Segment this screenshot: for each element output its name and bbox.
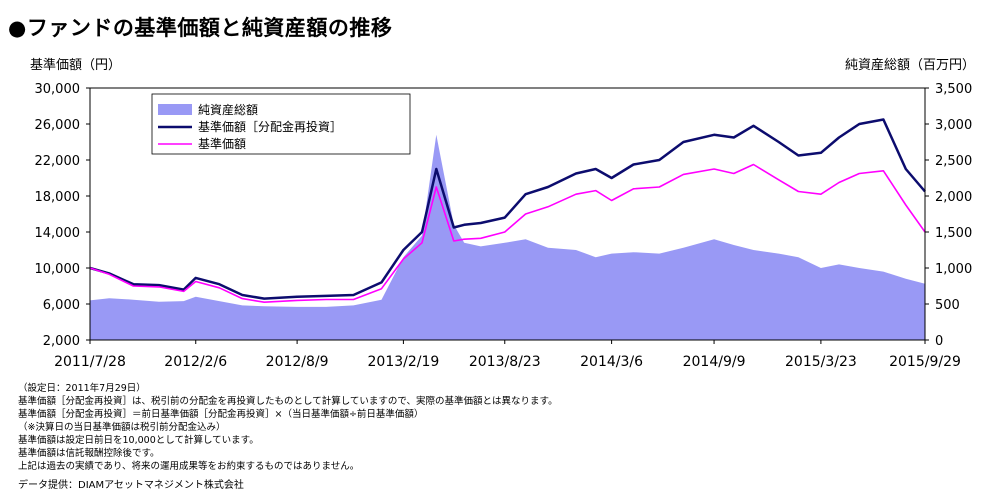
left-axis-unit: 基準価額（円）	[30, 58, 122, 73]
left-tick-label: 26,000	[35, 118, 81, 133]
legend-box	[151, 93, 411, 155]
nav-line	[89, 163, 926, 303]
fund-chart: 30,000 26,000 22,000 18,000 14,000 10,000 6,00…	[35, 82, 973, 370]
note-line: 上記は過去の実績であり、将来の運用成果等をお約束するものではありません。	[18, 461, 360, 472]
right-tick-label: 2,000	[935, 190, 972, 205]
x-tick-label: 2013/8/23	[469, 354, 541, 370]
right-tick-label: 2,500	[935, 154, 972, 169]
right-tick-label: 3,500	[935, 82, 972, 97]
net-assets-area-layer	[90, 134, 925, 340]
legend-label: 純資産総額	[198, 102, 258, 117]
net-assets-area	[90, 134, 925, 340]
notes: （設定日：2011年7月29日） 基準価額［分配金再投資］は、税引前の分配金を再…	[18, 382, 558, 473]
nav-lines-layer	[89, 118, 926, 303]
right-tick-label: 500	[935, 298, 960, 313]
right-tick-label: 0	[935, 334, 943, 349]
note-line: （設定日：2011年7月29日）	[18, 383, 146, 394]
note-line: 基準価額は設定日前日を10,000として計算しています。	[18, 435, 259, 446]
note-line: 基準価額［分配金再投資］は、税引前の分配金を再投資したものとして計算していますの…	[18, 396, 558, 407]
legend-swatch-area	[158, 104, 192, 115]
x-tick-label: 2013/2/19	[368, 354, 440, 370]
left-tick-label: 30,000	[35, 82, 81, 97]
left-tick-label: 10,000	[35, 262, 81, 277]
x-tick-label: 2014/3/6	[580, 354, 643, 370]
x-tick-label: 2012/2/6	[164, 354, 227, 370]
right-axis-ticks: 3,500 3,000 2,500 2,000 1,500 1,000 500 0	[925, 82, 972, 349]
right-tick-label: 1,500	[935, 226, 972, 241]
plot-frame	[89, 87, 926, 341]
note-line: 基準価額［分配金再投資］＝前日基準価額［分配金再投資］×（当日基準価額÷前日基準…	[18, 409, 424, 420]
right-tick-label: 3,000	[935, 118, 972, 133]
data-source: データ提供：DIAMアセットマネジメント株式会社	[18, 480, 244, 491]
right-axis-unit: 純資産総額（百万円）	[844, 58, 975, 73]
legend-label: 基準価額［分配金再投資］	[198, 119, 342, 134]
x-tick-label: 2012/8/9	[266, 354, 329, 370]
left-tick-label: 14,000	[35, 226, 81, 241]
left-tick-label: 2,000	[43, 334, 80, 349]
legend-label: 基準価額	[198, 136, 246, 151]
left-tick-label: 22,000	[35, 154, 81, 169]
note-line: （※決算日の当日基準価額は税引前分配金込み）	[18, 422, 226, 433]
x-tick-label: 2015/9/29	[889, 354, 961, 370]
x-tick-label: 2015/3/23	[785, 354, 857, 370]
x-tick-label: 2011/7/28	[54, 354, 126, 370]
page-title: ●ファンドの基準価額と純資産額の推移	[8, 16, 393, 40]
left-tick-label: 18,000	[35, 190, 81, 205]
note-line: 基準価額は信託報酬控除後です。	[18, 448, 160, 459]
nav-reinvested-line	[89, 118, 926, 300]
right-tick-label: 1,000	[935, 262, 972, 277]
x-tick-label: 2014/9/9	[683, 354, 746, 370]
x-axis-ticks: 2011/7/28 2012/2/6 2012/8/9 2013/2/19 2013/8…	[54, 340, 961, 370]
left-axis-ticks: 30,000 26,000 22,000 18,000 14,000 10,000 6,00…	[35, 82, 90, 349]
left-tick-label: 6,000	[43, 298, 80, 313]
